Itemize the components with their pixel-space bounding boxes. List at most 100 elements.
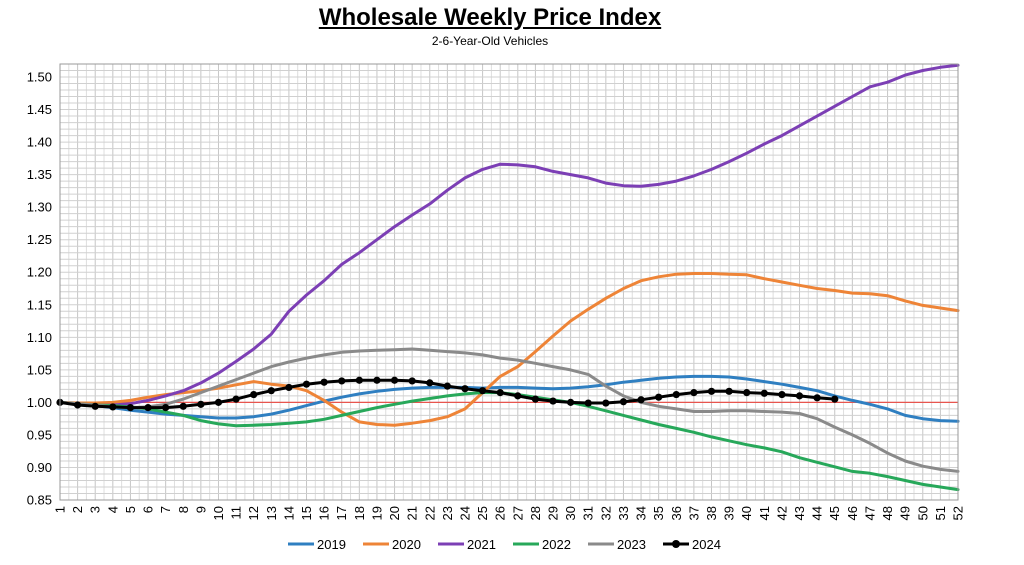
data-point-2024 xyxy=(109,403,117,411)
legend-label-2021: 2021 xyxy=(467,537,496,552)
x-tick-label: 25 xyxy=(475,506,490,520)
data-point-2024 xyxy=(162,403,170,412)
x-tick-label: 34 xyxy=(634,506,649,520)
x-tick-label: 24 xyxy=(457,506,472,520)
data-point-2024 xyxy=(126,403,135,412)
y-tick-label: 1.00 xyxy=(27,395,52,410)
data-point-2024 xyxy=(478,387,487,395)
x-tick-label: 44 xyxy=(810,506,825,520)
y-tick-label: 0.85 xyxy=(27,493,52,508)
x-tick-label: 13 xyxy=(264,506,279,520)
x-tick-label: 32 xyxy=(598,506,613,520)
x-tick-label: 30 xyxy=(563,506,578,520)
x-tick-label: 29 xyxy=(546,506,561,520)
data-point-2024 xyxy=(549,397,557,405)
x-tick-label: 38 xyxy=(704,506,719,520)
x-tick-label: 45 xyxy=(827,506,842,520)
legend-label-2020: 2020 xyxy=(392,537,421,552)
x-tick-label: 41 xyxy=(757,506,772,520)
plot-border xyxy=(59,63,959,501)
data-point-2024 xyxy=(831,395,839,403)
y-tick-label: 1.15 xyxy=(27,297,52,312)
x-tick-label: 17 xyxy=(334,506,349,520)
y-tick-label: 1.10 xyxy=(27,330,52,345)
x-tick-label: 7 xyxy=(158,506,173,513)
data-point-2024 xyxy=(214,398,223,406)
data-point-2024 xyxy=(725,387,733,395)
data-point-2024 xyxy=(584,399,592,407)
y-tick-label: 1.50 xyxy=(27,70,52,85)
legend-label-2022: 2022 xyxy=(542,537,571,552)
x-tick-label: 8 xyxy=(176,506,191,513)
data-point-2024 xyxy=(91,402,99,410)
x-tick-label: 50 xyxy=(915,506,930,520)
data-point-2024 xyxy=(778,390,786,399)
x-tick-label: 15 xyxy=(299,506,314,520)
x-tick-label: 19 xyxy=(369,506,384,520)
x-tick-label: 27 xyxy=(510,506,525,520)
grid xyxy=(59,63,959,501)
x-tick-label: 23 xyxy=(440,506,455,520)
data-point-2024 xyxy=(232,395,240,403)
y-tick-label: 1.20 xyxy=(27,265,52,280)
data-point-2024 xyxy=(320,378,328,386)
y-tick-label: 1.45 xyxy=(27,102,52,117)
legend-label-2023: 2023 xyxy=(617,537,646,552)
y-tick-label: 1.25 xyxy=(27,232,52,247)
x-tick-label: 48 xyxy=(880,506,895,520)
data-point-2024 xyxy=(408,377,416,385)
data-point-2024 xyxy=(373,376,381,384)
x-tick-label: 40 xyxy=(739,506,754,520)
x-tick-label: 22 xyxy=(422,506,437,520)
x-tick-label: 16 xyxy=(317,506,332,520)
legend-marker-2024 xyxy=(672,540,680,548)
x-tick-label: 21 xyxy=(405,506,420,520)
x-tick-label: 2 xyxy=(70,506,85,513)
y-tick-label: 1.30 xyxy=(27,200,52,215)
x-tick-label: 11 xyxy=(229,506,244,520)
series-line-2019 xyxy=(58,374,960,423)
x-tick-label: 39 xyxy=(722,506,737,520)
data-point-2024 xyxy=(795,392,804,400)
data-point-2024 xyxy=(144,403,152,412)
data-point-2024 xyxy=(285,383,293,392)
x-tick-label: 26 xyxy=(493,506,508,520)
x-tick-label: 42 xyxy=(774,506,789,520)
y-tick-label: 0.90 xyxy=(27,460,52,475)
data-point-2024 xyxy=(637,396,645,404)
data-point-2024 xyxy=(426,379,434,387)
x-tick-label: 49 xyxy=(898,506,913,520)
data-point-2024 xyxy=(690,389,698,397)
x-tick-label: 43 xyxy=(792,506,807,520)
y-tick-label: 0.95 xyxy=(27,427,52,442)
data-point-2024 xyxy=(250,390,258,399)
x-tick-label: 37 xyxy=(686,506,701,520)
x-tick-label: 33 xyxy=(616,506,631,520)
data-point-2024 xyxy=(602,399,610,407)
data-point-2024 xyxy=(179,402,187,410)
data-point-2024 xyxy=(496,389,504,397)
data-point-2024 xyxy=(531,395,540,403)
axes: 0.85 0.90 0.95 1.00 1.05 1.10 1.15 1.20 1.25 1.30… xyxy=(27,63,966,520)
series-line-2021 xyxy=(58,63,960,408)
x-tick-label: 18 xyxy=(352,506,367,520)
x-tick-label: 9 xyxy=(193,506,208,513)
x-tick-label: 35 xyxy=(651,506,666,520)
data-point-2024 xyxy=(338,377,346,385)
data-point-2024 xyxy=(760,389,768,397)
data-point-2024 xyxy=(443,382,451,390)
data-point-2024 xyxy=(813,394,821,402)
data-point-2024 xyxy=(461,385,469,393)
data-point-2024 xyxy=(672,390,680,399)
x-tick-label: 5 xyxy=(123,506,138,513)
series-group xyxy=(56,63,960,492)
y-tick-label: 1.40 xyxy=(27,135,52,150)
x-tick-label: 28 xyxy=(528,506,543,520)
data-point-2024 xyxy=(514,392,522,400)
data-point-2024 xyxy=(197,400,205,408)
x-tick-label: 36 xyxy=(669,506,684,520)
legend: 2019 2020 2021 2022 2023 2024 xyxy=(288,537,721,552)
x-tick-label: 46 xyxy=(845,506,860,520)
x-tick-label: 4 xyxy=(105,506,120,513)
